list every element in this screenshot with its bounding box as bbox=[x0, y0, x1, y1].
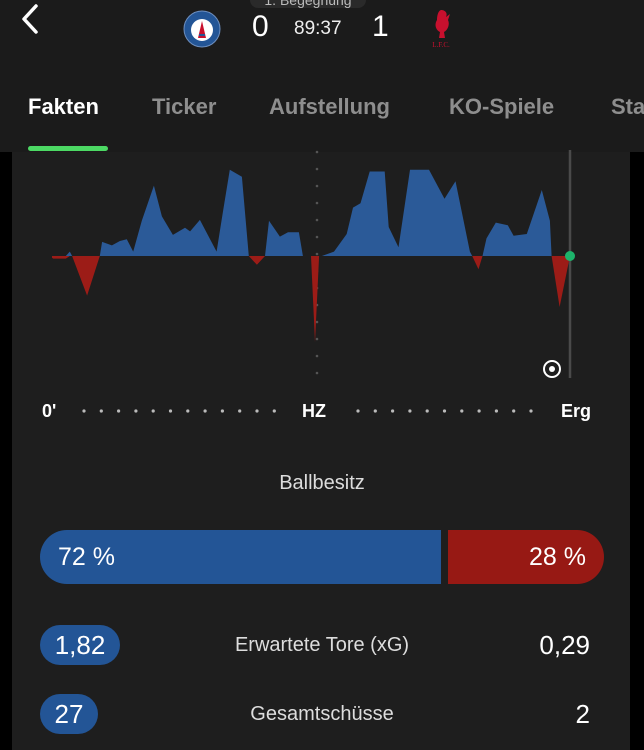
halftime-dot bbox=[315, 184, 319, 188]
timeline-dot bbox=[134, 409, 138, 413]
halftime-dot bbox=[315, 252, 319, 256]
timeline-dot bbox=[512, 409, 516, 413]
halftime-dot bbox=[315, 235, 319, 239]
home-score: 0 bbox=[252, 10, 269, 43]
chevron-left-icon bbox=[22, 4, 38, 34]
timeline-dot bbox=[203, 409, 207, 413]
round-label: 1. Begegnung bbox=[264, 0, 352, 8]
away-team-logo[interactable]: L.F.C. bbox=[426, 8, 456, 53]
timeline-dots bbox=[82, 409, 533, 413]
svg-text:L.F.C.: L.F.C. bbox=[432, 41, 450, 48]
back-button[interactable] bbox=[12, 2, 48, 38]
timeline-dot bbox=[494, 409, 498, 413]
away-shots-value: 2 bbox=[575, 699, 590, 729]
possession-label: Ballbesitz bbox=[279, 472, 365, 494]
shots-label: Gesamtschüsse bbox=[250, 703, 394, 725]
timeline-start-label: 0' bbox=[42, 401, 57, 421]
home-possession-bar: 72 % bbox=[40, 530, 441, 584]
timeline-dot bbox=[425, 409, 429, 413]
tab-ko-spiele[interactable]: KO-Spiele bbox=[449, 94, 555, 119]
timeline-dot bbox=[117, 409, 121, 413]
away-momentum-area bbox=[52, 256, 570, 343]
timeline-dot bbox=[442, 409, 447, 413]
tab-statistik[interactable]: Sta bbox=[611, 94, 644, 119]
home-shots-badge: 27 bbox=[40, 694, 98, 734]
psg-crest-icon bbox=[183, 10, 221, 48]
timeline-dot bbox=[168, 409, 173, 413]
halftime-dot bbox=[315, 150, 319, 154]
edge bbox=[0, 152, 12, 750]
halftime-dot bbox=[315, 218, 319, 222]
xg-label: Erwartete Tore (xG) bbox=[234, 634, 410, 656]
tab-ticker[interactable]: Ticker bbox=[152, 94, 217, 119]
timeline-dot bbox=[238, 409, 242, 413]
halftime-dot bbox=[315, 167, 319, 171]
liverbird-crest-icon: L.F.C. bbox=[432, 10, 450, 49]
timeline-half-label: HZ bbox=[302, 401, 326, 421]
active-tab-indicator bbox=[28, 146, 108, 151]
home-momentum-area bbox=[52, 169, 570, 256]
timeline-dot bbox=[82, 409, 86, 413]
halftime-dot bbox=[315, 371, 319, 375]
match-clock: 89:37 bbox=[294, 18, 342, 39]
timeline-dot bbox=[220, 409, 224, 413]
timeline-dot bbox=[460, 409, 464, 413]
away-possession-value: 28 % bbox=[529, 543, 586, 571]
timeline-dot bbox=[408, 409, 412, 413]
timeline-end-label: Erg bbox=[561, 401, 592, 421]
live-marker bbox=[565, 251, 575, 261]
away-score: 1 bbox=[372, 10, 389, 43]
timeline-dot bbox=[99, 409, 103, 413]
away-possession-bar: 28 % bbox=[448, 530, 604, 584]
timeline-dot bbox=[255, 409, 259, 413]
timeline-dot bbox=[272, 409, 276, 413]
halftime-dot bbox=[315, 354, 319, 358]
football-icon bbox=[543, 360, 561, 378]
halftime-dot bbox=[315, 337, 319, 341]
timeline-dot bbox=[391, 409, 395, 413]
momentum-chart bbox=[52, 150, 575, 378]
round-badge: 1. Begegnung bbox=[250, 0, 366, 8]
away-xg-value: 0,29 bbox=[539, 630, 590, 660]
home-team-logo[interactable] bbox=[183, 10, 221, 53]
timeline-dot bbox=[529, 409, 533, 413]
timeline-dot bbox=[373, 409, 377, 413]
home-possession-value: 72 % bbox=[58, 543, 115, 571]
timeline-dot bbox=[356, 409, 360, 413]
edge bbox=[630, 152, 644, 750]
home-xg-badge: 1,82 bbox=[40, 625, 120, 665]
timeline-dot bbox=[477, 409, 481, 413]
halftime-dot bbox=[315, 201, 319, 205]
tab-aufstellung[interactable]: Aufstellung bbox=[269, 94, 390, 119]
timeline-dot bbox=[151, 409, 155, 413]
halftime-dot bbox=[315, 320, 319, 324]
tab-fakten[interactable]: Fakten bbox=[28, 94, 99, 119]
timeline-dot bbox=[186, 409, 190, 413]
